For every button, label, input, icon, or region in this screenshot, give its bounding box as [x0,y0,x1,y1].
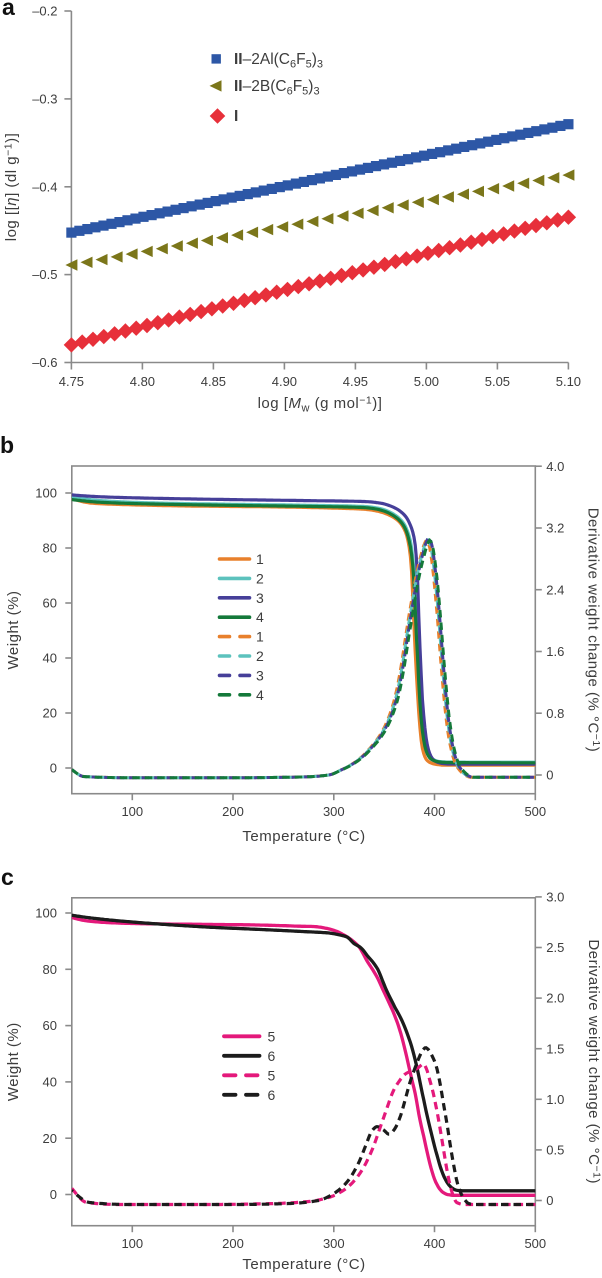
svg-text:II–2B(C6F5)3: II–2B(C6F5)3 [234,78,320,98]
svg-text:log [Mw (g mol−1)]: log [Mw (g mol−1)] [258,395,383,415]
svg-text:1.6: 1.6 [546,644,564,659]
svg-text:3: 3 [256,667,264,683]
svg-text:4.95: 4.95 [343,374,368,389]
svg-text:4.0: 4.0 [546,459,564,474]
svg-text:300: 300 [323,1236,345,1251]
svg-text:40: 40 [43,651,57,666]
svg-text:–0.6: –0.6 [32,355,57,370]
svg-text:II–2Al(C6F5)3: II–2Al(C6F5)3 [234,51,323,71]
svg-text:Temperature (°C): Temperature (°C) [242,1256,365,1273]
svg-text:4.85: 4.85 [201,374,226,389]
svg-text:3.0: 3.0 [546,890,564,905]
svg-text:–0.2: –0.2 [32,4,57,19]
svg-text:–0.3: –0.3 [32,92,57,107]
svg-text:200: 200 [222,804,244,819]
svg-text:100: 100 [121,1236,143,1251]
svg-text:2.0: 2.0 [546,991,564,1006]
svg-text:200: 200 [222,1236,244,1251]
svg-text:5: 5 [268,1028,276,1044]
svg-text:0: 0 [50,761,57,776]
svg-text:0: 0 [546,768,553,783]
svg-text:1: 1 [256,629,264,645]
svg-text:5.10: 5.10 [556,374,581,389]
svg-text:0: 0 [546,1193,553,1208]
svg-text:100: 100 [121,804,143,819]
svg-text:20: 20 [43,706,57,721]
svg-text:5: 5 [268,1067,276,1083]
svg-text:60: 60 [43,596,57,611]
svg-text:300: 300 [323,804,345,819]
svg-text:1: 1 [256,551,264,567]
svg-text:2.4: 2.4 [546,582,564,597]
svg-text:4: 4 [256,609,264,625]
svg-text:500: 500 [524,804,546,819]
svg-text:Derivative weight change (% °C: Derivative weight change (% °C−1) [585,508,602,753]
svg-text:Temperature (°C): Temperature (°C) [242,828,365,845]
svg-text:0.8: 0.8 [546,706,564,721]
svg-text:500: 500 [524,1236,546,1251]
svg-text:Weight (%): Weight (%) [5,591,22,670]
svg-text:0.5: 0.5 [546,1143,564,1158]
svg-text:b: b [0,432,14,458]
svg-text:–0.4: –0.4 [32,179,57,194]
svg-text:400: 400 [424,1236,446,1251]
svg-text:1.0: 1.0 [546,1092,564,1107]
svg-text:3.2: 3.2 [546,521,564,536]
svg-text:6: 6 [268,1048,276,1064]
svg-text:I: I [234,108,238,125]
svg-text:4.90: 4.90 [272,374,297,389]
svg-text:Weight (%): Weight (%) [5,1022,22,1101]
svg-text:5.05: 5.05 [485,374,510,389]
svg-text:a: a [2,0,15,20]
svg-text:80: 80 [43,962,57,977]
svg-text:6: 6 [268,1087,276,1103]
svg-text:4.75: 4.75 [59,374,84,389]
svg-text:0: 0 [50,1187,57,1202]
svg-text:–0.5: –0.5 [32,267,57,282]
svg-text:3: 3 [256,590,264,606]
svg-text:100: 100 [35,486,57,501]
svg-text:60: 60 [43,1018,57,1033]
svg-text:1.5: 1.5 [546,1041,564,1056]
svg-text:2.5: 2.5 [546,940,564,955]
svg-text:20: 20 [43,1131,57,1146]
svg-text:40: 40 [43,1075,57,1090]
svg-text:4.80: 4.80 [130,374,155,389]
svg-text:4: 4 [256,687,264,703]
svg-text:400: 400 [424,804,446,819]
svg-text:Derivative weight change (% °C: Derivative weight change (% °C−1) [585,939,602,1184]
svg-text:log [[η] (dl g−1)]: log [[η] (dl g−1)] [3,133,21,242]
svg-text:5.00: 5.00 [414,374,439,389]
svg-text:2: 2 [256,648,264,664]
svg-text:c: c [1,864,14,890]
svg-text:2: 2 [256,570,264,586]
svg-text:80: 80 [43,541,57,556]
svg-text:100: 100 [35,906,57,921]
